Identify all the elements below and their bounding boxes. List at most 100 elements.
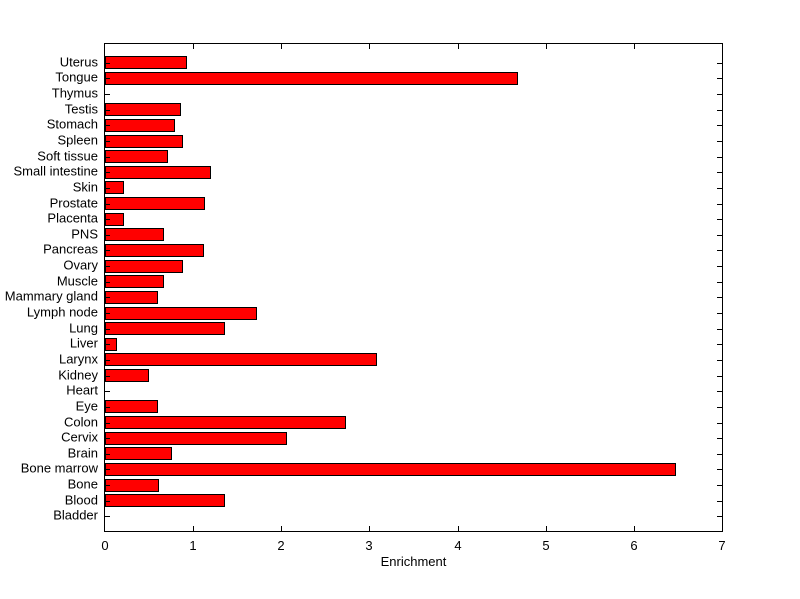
category-label: Lymph node [26,304,98,320]
category-label: Kidney [58,367,98,383]
x-tick [458,526,459,531]
category-label: Lung [69,320,98,336]
bar-cervix [105,431,287,445]
y-tick [717,235,722,236]
y-tick [717,94,722,95]
y-tick [105,94,110,95]
category-label: Eye [75,398,98,414]
x-tick [634,526,635,531]
x-tick [546,526,547,531]
category-label: Liver [69,335,98,351]
bar-testis [105,103,181,117]
y-tick [105,172,110,173]
y-tick [717,360,722,361]
y-tick [105,501,110,502]
bar-lymph-node [105,306,257,320]
y-tick [105,360,110,361]
y-tick [717,391,722,392]
bar-bone [105,478,159,492]
category-label: Mammary gland [4,288,98,304]
x-tick-label: 1 [189,538,197,553]
y-tick [105,297,110,298]
category-label: Stomach [46,116,98,132]
bar-prostate [105,197,205,211]
bar-ovary [105,259,183,273]
bar-skin [105,181,124,195]
y-tick [717,219,722,220]
bar-soft-tissue [105,150,168,164]
category-label: Bladder [53,507,98,523]
y-tick [105,204,110,205]
y-tick [717,329,722,330]
y-tick [105,157,110,158]
x-tick-label: 6 [630,538,638,553]
bar-spleen [105,134,183,148]
category-label: Skin [72,179,98,195]
category-label: Soft tissue [37,148,98,164]
y-tick [105,454,110,455]
category-label: Blood [64,492,98,508]
y-tick [105,63,110,64]
x-tick-label: 7 [718,538,726,553]
x-tick-label: 4 [454,538,462,553]
plot-area [104,43,723,532]
y-tick [717,172,722,173]
y-tick [717,516,722,517]
bar-pns [105,228,164,242]
y-tick [717,157,722,158]
x-tick-label: 2 [277,538,285,553]
y-tick [105,188,110,189]
category-label: Uterus [59,54,98,70]
y-tick [717,485,722,486]
category-label: Prostate [49,195,98,211]
bar-muscle [105,275,164,289]
y-tick [105,141,110,142]
category-label: Brain [67,445,98,461]
x-tick [634,44,635,49]
y-tick [105,469,110,470]
y-tick [105,219,110,220]
y-tick [717,469,722,470]
category-label: Larynx [58,351,98,367]
y-tick [105,110,110,111]
y-tick [717,63,722,64]
y-tick [717,250,722,251]
category-label: PNS [71,226,98,242]
y-tick [717,141,722,142]
bar-mammary-gland [105,290,158,304]
y-tick [105,250,110,251]
bar-pancreas [105,243,204,257]
y-tick [105,407,110,408]
y-tick [105,485,110,486]
y-tick [105,235,110,236]
y-tick [105,376,110,377]
y-tick [717,297,722,298]
category-label: Placenta [47,210,98,226]
y-tick [717,266,722,267]
category-label: Cervix [61,429,98,445]
bar-tongue [105,71,518,85]
category-label: Heart [66,382,98,398]
x-tick-label: 3 [365,538,373,553]
category-label: Bone [67,476,98,492]
bar-stomach [105,118,175,132]
y-tick [105,391,110,392]
y-tick [105,423,110,424]
x-tick [369,526,370,531]
y-tick [717,376,722,377]
category-label: Bone marrow [20,460,98,476]
y-tick [717,125,722,126]
x-tick [546,44,547,49]
bar-eye [105,400,158,414]
bar-bone-marrow [105,462,676,476]
category-label: Tongue [55,69,98,85]
category-label: Thymus [51,85,98,101]
y-tick [717,204,722,205]
bar-blood [105,494,225,508]
y-tick [717,78,722,79]
x-tick [281,526,282,531]
category-label: Small intestine [13,163,98,179]
y-tick [717,188,722,189]
category-label: Testis [64,101,98,117]
